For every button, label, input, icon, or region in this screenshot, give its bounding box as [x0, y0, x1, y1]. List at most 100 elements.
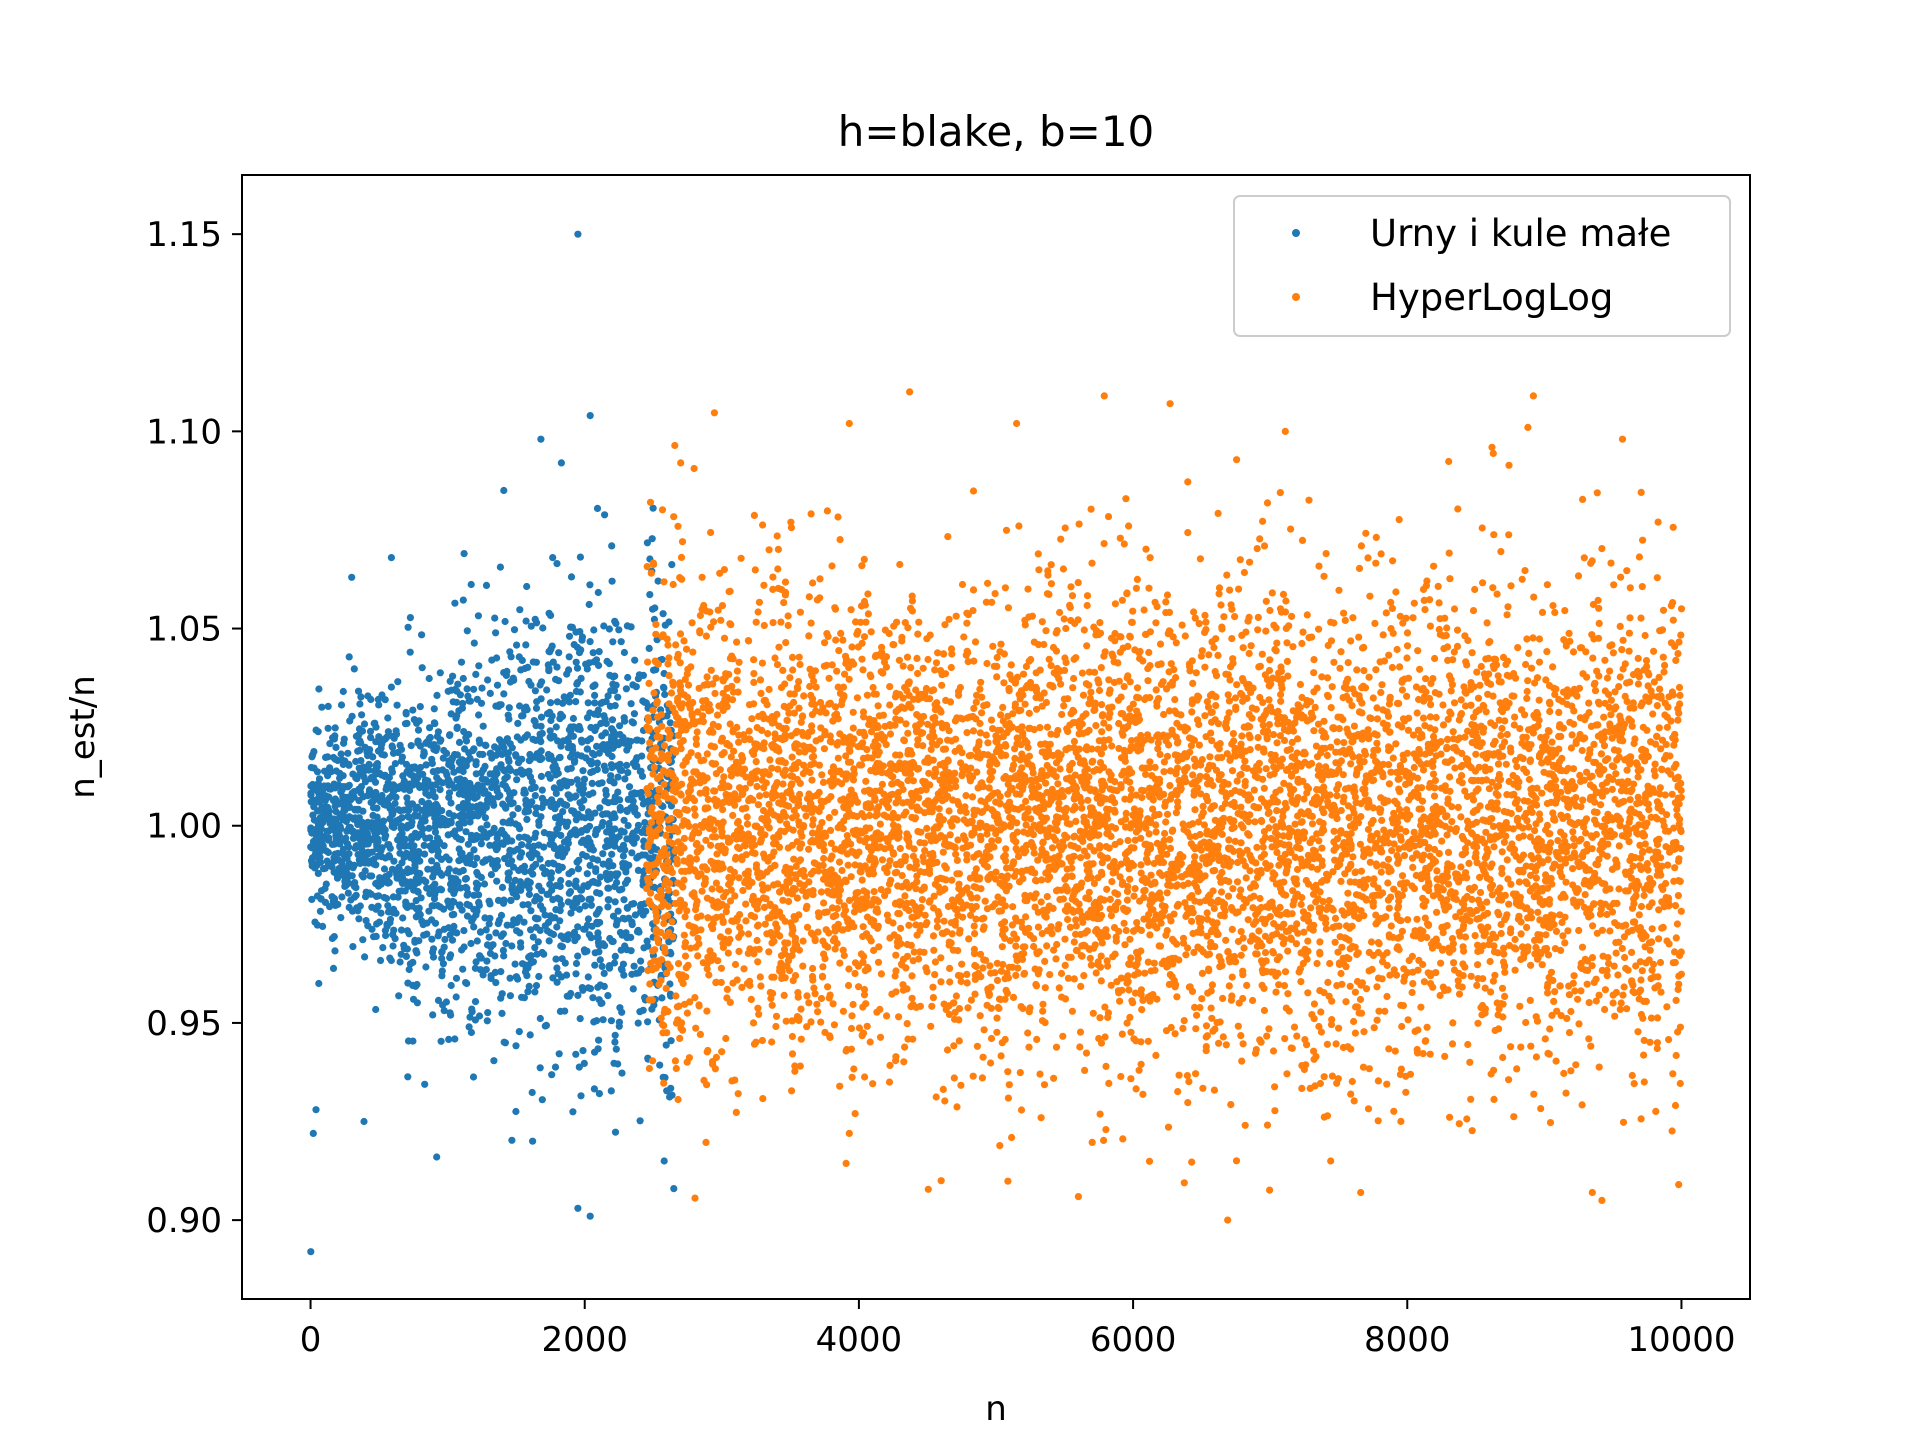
scatter-point	[329, 964, 338, 973]
scatter-point	[472, 670, 480, 679]
scatter-point	[583, 745, 591, 753]
scatter-point	[1314, 720, 1323, 728]
scatter-point	[1478, 1011, 1486, 1019]
scatter-point	[950, 1074, 958, 1082]
scatter-point	[522, 641, 530, 649]
scatter-point	[633, 762, 641, 770]
scatter-point	[1617, 999, 1625, 1007]
scatter-point	[360, 720, 369, 728]
scatter-point	[1655, 724, 1663, 732]
scatter-point-outlier	[574, 1204, 582, 1212]
scatter-point	[608, 716, 617, 724]
scatter-point	[751, 566, 759, 574]
scatter-point	[574, 725, 582, 733]
scatter-point	[1606, 667, 1614, 675]
scatter-point	[373, 813, 381, 821]
scatter-point	[1409, 980, 1417, 988]
scatter-point	[1619, 636, 1627, 644]
scatter-point	[408, 902, 416, 910]
scatter-point	[430, 705, 438, 713]
scatter-point	[370, 860, 378, 868]
scatter-point	[553, 923, 561, 931]
scatter-point	[1299, 628, 1307, 636]
scatter-point	[461, 781, 469, 789]
scatter-point	[628, 718, 636, 726]
scatter-point	[1198, 995, 1206, 1003]
scatter-point	[1362, 529, 1370, 537]
scatter-point	[540, 950, 548, 958]
scatter-point	[1591, 687, 1600, 695]
scatter-point	[388, 809, 396, 817]
scatter-point	[433, 861, 441, 870]
scatter-point	[600, 969, 608, 978]
scatter-point	[1484, 923, 1492, 931]
scatter-point	[604, 903, 612, 911]
scatter-point	[585, 791, 593, 799]
scatter-point	[1339, 1043, 1347, 1052]
scatter-point	[608, 764, 616, 772]
scatter-point	[788, 1017, 796, 1025]
scatter-point	[1673, 920, 1681, 928]
scatter-point	[538, 1096, 546, 1104]
scatter-point	[605, 896, 613, 904]
scatter-point	[1305, 496, 1313, 504]
scatter-point	[1002, 845, 1010, 853]
scatter-point	[564, 738, 573, 746]
scatter-point	[632, 683, 640, 691]
scatter-point	[1322, 550, 1330, 558]
scatter-point	[540, 829, 548, 837]
scatter-point	[1196, 555, 1204, 563]
scatter-point	[574, 923, 582, 931]
scatter-point	[357, 739, 365, 747]
scatter-point	[891, 869, 899, 877]
scatter-point	[504, 876, 512, 884]
scatter-point	[620, 971, 628, 979]
scatter-point	[605, 964, 614, 972]
scatter-point	[538, 864, 547, 872]
scatter-point	[536, 926, 544, 935]
scatter-point	[611, 702, 619, 710]
scatter-point	[473, 937, 481, 945]
scatter-point	[584, 915, 593, 923]
scatter-point	[696, 789, 704, 797]
scatter-point	[545, 937, 553, 945]
scatter-point	[330, 933, 338, 941]
scatter-point	[561, 1007, 569, 1015]
scatter-point	[1444, 848, 1453, 857]
scatter-point	[368, 903, 376, 911]
scatter-point	[477, 873, 485, 882]
scatter-point	[502, 834, 510, 842]
scatter-point	[572, 933, 580, 941]
scatter-point	[576, 688, 584, 696]
scatter-point	[777, 618, 785, 626]
scatter-point	[1133, 684, 1142, 692]
scatter-point	[584, 699, 592, 707]
scatter-point	[933, 923, 942, 931]
scatter-point	[1350, 1097, 1358, 1105]
scatter-point	[648, 535, 656, 543]
scatter-point	[1078, 804, 1086, 812]
scatter-point	[994, 1003, 1002, 1012]
scatter-point	[609, 638, 617, 646]
scatter-point	[1487, 988, 1495, 996]
scatter-point	[405, 965, 413, 974]
scatter-point	[463, 884, 471, 892]
scatter-point	[1146, 784, 1154, 792]
scatter-point	[1538, 961, 1546, 969]
scatter-point	[416, 869, 424, 878]
scatter-point	[510, 626, 519, 634]
scatter-point	[978, 709, 986, 717]
scatter-point	[433, 732, 441, 741]
scatter-point	[1095, 1034, 1103, 1043]
scatter-point	[447, 710, 455, 718]
scatter-point	[551, 805, 559, 813]
scatter-point	[473, 695, 481, 703]
scatter-point	[598, 962, 606, 971]
scatter-point	[1511, 935, 1519, 944]
scatter-point	[813, 1000, 821, 1008]
scatter-point	[1385, 780, 1393, 788]
scatter-point	[469, 1073, 478, 1081]
scatter-point	[408, 763, 416, 772]
scatter-point	[423, 884, 431, 892]
scatter-point	[831, 945, 839, 953]
